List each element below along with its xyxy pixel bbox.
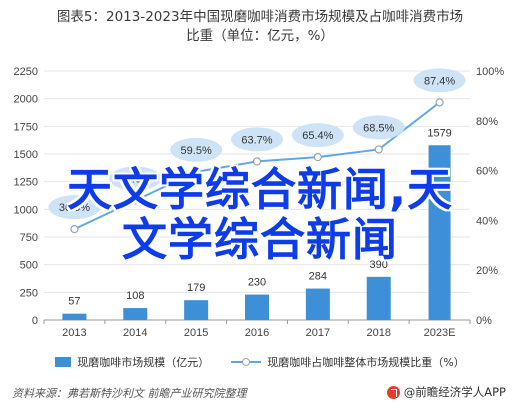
line-label-bubble <box>170 137 223 162</box>
x-axis-tick-label: 2016 <box>245 327 269 339</box>
line-data-label: 63.7% <box>241 134 272 146</box>
x-axis-tick-label: 2014 <box>123 327 147 339</box>
x-axis-tick-label: 2013 <box>62 327 86 339</box>
bar-data-label: 230 <box>248 277 266 289</box>
chart-title-line-1: 图表5：2013-2023年中国现磨咖啡消费市场规模及占咖啡消费市场 <box>56 9 464 25</box>
line-label-bubble <box>291 123 344 148</box>
brand-label: @前瞻经济学人APP <box>403 385 506 399</box>
bar-data-label: 108 <box>126 290 144 302</box>
line-label-bubble <box>231 127 283 152</box>
chart-title-line-2: 比重（单位：亿元，%） <box>186 28 334 44</box>
y-axis-left-tick-label: 2250 <box>14 66 38 78</box>
x-axis-tick-label: 2015 <box>184 327 208 339</box>
legend-line-swatch <box>231 357 262 367</box>
line-data-label: 65.4% <box>302 130 333 142</box>
y-axis-right-tick-label: 20% <box>476 265 498 277</box>
line-data-label: 87.4% <box>424 75 455 87</box>
bar <box>366 276 391 320</box>
line-point <box>313 153 322 162</box>
bar-data-label: 390 <box>370 259 388 271</box>
x-axis-tick-label: 2017 <box>306 327 330 339</box>
bar <box>428 145 451 320</box>
y-axis-right-tick-label: 40% <box>476 215 498 227</box>
combo-chart: 0 250 500 750 1000 1250 1500 1750 2000 2250 0% 20% 4… <box>14 66 505 339</box>
bar <box>184 300 209 320</box>
line-data-label: 59.5% <box>181 145 212 157</box>
brand-credit: @前瞻经济学人APP <box>386 384 506 400</box>
bar-data-label: 179 <box>187 282 205 294</box>
y-axis-left-tick-label: 500 <box>20 260 38 272</box>
bar <box>305 288 330 320</box>
y-axis-right-tick-label: 60% <box>476 166 498 178</box>
y-axis-right-tick-label: 0% <box>476 315 492 327</box>
legend-label-market-size: 现磨咖啡市场规模（亿元） <box>77 356 210 369</box>
overlay-text: 天文学综合新闻,天 文学综合新闻 <box>0 165 520 265</box>
y-axis-left-tick-label: 1000 <box>14 204 38 216</box>
overlay-text-line-1: 天文学综合新闻,天 <box>66 163 454 216</box>
legend-item-share: 现磨咖啡占咖啡整体市场规模比重（%） <box>231 354 465 370</box>
y-axis-right-tick-label: 100% <box>476 66 504 78</box>
line-label-bubble <box>109 166 162 191</box>
line-point <box>131 196 140 205</box>
source-note: 资料来源：弗若斯特沙利文 前瞻产业研究院整理 <box>12 387 247 400</box>
y-axis-left-tick-label: 750 <box>20 232 38 244</box>
bar-data-label: 1579 <box>427 127 451 139</box>
chart-legend: 现磨咖啡市场规模（亿元） 现磨咖啡占咖啡整体市场规模比重（%） <box>0 354 520 370</box>
legend-label-share: 现磨咖啡占咖啡整体市场规模比重（%） <box>267 356 465 369</box>
brand-logo-icon <box>386 385 400 399</box>
bar-data-label: 284 <box>309 271 327 283</box>
line-data-label: 68.5% <box>363 122 394 134</box>
line-label-bubble <box>413 68 466 93</box>
bar <box>123 308 148 320</box>
line-data-label: 48.0% <box>120 173 151 185</box>
line-point <box>435 98 444 107</box>
line-point <box>374 145 383 154</box>
legend-bar-swatch <box>55 357 72 367</box>
y-axis-left-tick-label: 1500 <box>14 149 38 161</box>
chart-title: 图表5：2013-2023年中国现磨咖啡消费市场规模及占咖啡消费市场 比重（单位… <box>0 8 520 46</box>
y-axis-left-tick-label: 0 <box>32 315 38 327</box>
line-label-bubble <box>352 115 405 140</box>
bar <box>245 294 269 320</box>
y-axis-left-tick-label: 2000 <box>14 94 38 106</box>
line-data-label: 36.5% <box>59 202 90 214</box>
line-label-bubble <box>48 195 101 220</box>
x-axis-tick-label: 2023E <box>424 327 456 339</box>
legend-item-market-size: 现磨咖啡市场规模（亿元） <box>55 354 209 370</box>
y-axis-right-tick-label: 80% <box>476 116 498 128</box>
bar-data-label: 57 <box>68 296 80 308</box>
line-point <box>192 167 201 176</box>
y-axis-left-tick-label: 1250 <box>14 177 38 189</box>
x-axis-tick-label: 2018 <box>366 327 390 339</box>
bar <box>62 313 87 320</box>
line-point <box>252 157 262 166</box>
y-axis-left-tick-label: 1750 <box>14 121 38 133</box>
line-point <box>70 225 79 234</box>
y-axis-left-tick-label: 250 <box>20 287 38 299</box>
overlay-text-line-2: 文学综合新闻 <box>121 213 398 266</box>
